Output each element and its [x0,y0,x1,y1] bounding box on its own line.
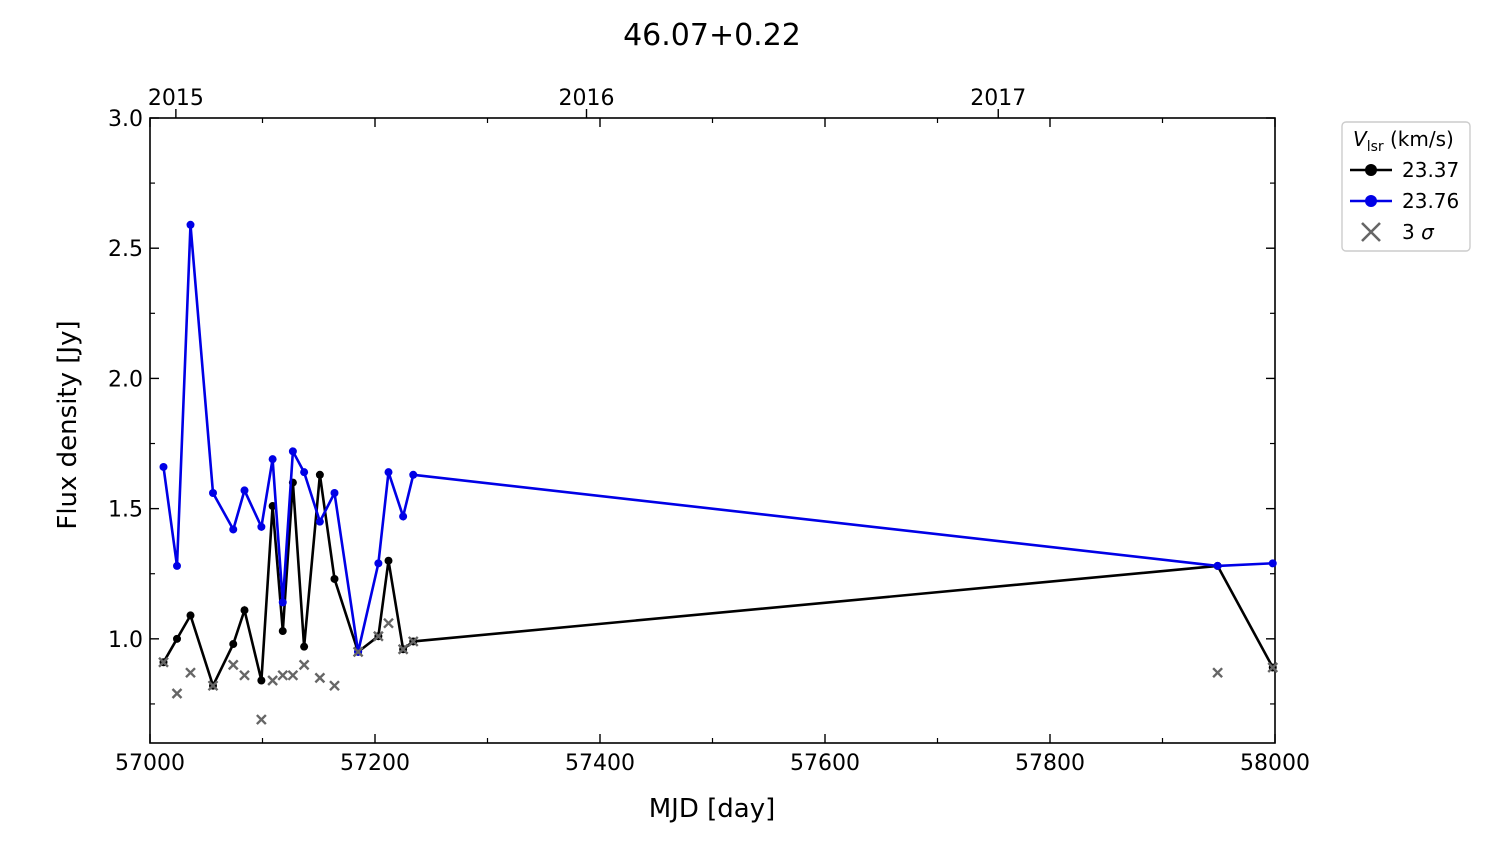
data-point [315,517,324,526]
sigma-marker [239,669,250,681]
top-axis-tick-label: 2017 [970,86,1026,111]
y-tick-label: 1.5 [108,498,143,523]
data-point [173,561,181,570]
data-point [240,606,249,615]
data-point [257,676,266,685]
x-tick-label: 58000 [1240,751,1310,776]
data-point [1268,559,1277,568]
sigma-marker [329,680,340,692]
top-axis-tick-label: 2015 [148,86,204,111]
sigma-marker [314,672,326,684]
data-point [159,462,168,471]
data-point [268,455,277,464]
data-point [288,447,297,456]
data-point [240,486,249,495]
plot-frame [149,117,1276,744]
data-point [300,642,309,651]
sigma-marker [207,680,219,692]
data-point [278,627,287,636]
y-tick-label: 2.0 [108,367,143,392]
series-line [162,224,1273,653]
x-tick-label: 57000 [115,751,185,776]
sigma-marker [407,636,419,647]
legend-marker [1365,164,1377,176]
legend-title: Vlsr (km/s) [1353,127,1454,155]
sigma-marker [158,656,169,668]
data-point [257,522,266,531]
data-point [229,640,238,649]
legend: Vlsr (km/s) 23.37 23.76 3 σ [1341,121,1471,252]
data-point [384,468,393,477]
sigma-marker [267,675,278,686]
data-point [186,611,195,620]
legend-frame [1341,121,1471,252]
x-axis-label: MJD [day] [649,794,776,824]
legend-entry-label: 3 σ [1402,220,1435,244]
x-tick-label: 57800 [1015,751,1085,776]
data-point [1213,561,1222,570]
legend-entry-label: 23.37 [1402,158,1459,182]
legend-marker [1365,195,1377,207]
sigma-marker [1212,667,1223,679]
data-point [374,559,383,568]
y-tick-label: 2.5 [108,237,143,262]
series-line [162,474,1274,690]
data-point [330,489,339,497]
data-point [209,489,217,497]
sigma-marker [373,630,384,642]
sigma-marker [352,646,364,658]
sigma-marker [256,714,267,725]
sigma-marker [383,617,394,629]
data-point [409,470,418,479]
data-point [278,598,287,607]
sigma-marker [397,643,409,655]
sigma-marker [277,669,289,681]
legend-marker [1361,222,1381,242]
sigma-marker [185,667,196,679]
top-axis-tick-label: 2016 [559,86,615,111]
x-tick-label: 57400 [565,751,635,776]
series-23-37 [159,470,1277,690]
sigma-marker [287,669,299,681]
data-point [315,470,324,479]
data-point [399,512,408,521]
data-point [186,220,195,229]
data-point [384,556,393,565]
series-23-76 [159,220,1277,656]
y-tick-label: 3.0 [108,107,143,132]
x-tick-label: 57200 [340,751,410,776]
series-3- [158,617,1279,725]
plot-area: 57000 57200 57400 57600 57800 58000 2015 2016 20… [108,86,1310,776]
data-point [300,468,309,477]
y-tick-label: 1.0 [108,628,143,653]
data-point [229,525,238,534]
data-point [330,574,339,583]
sigma-marker [1267,662,1279,673]
sigma-marker [171,688,183,699]
sigma-marker [227,659,239,671]
legend-entry-label: 23.76 [1402,189,1459,213]
chart-title: 46.07+0.22 [623,18,801,53]
x-tick-label: 57600 [790,751,860,776]
y-axis-label: Flux density [Jy] [53,320,83,529]
sigma-marker [298,659,310,671]
data-point [173,634,181,643]
